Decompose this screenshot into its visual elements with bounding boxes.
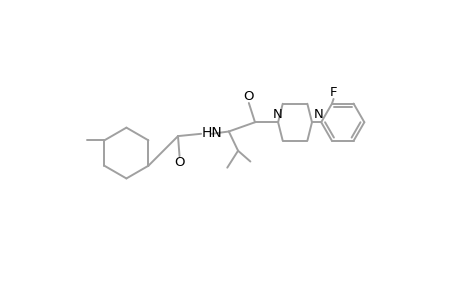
Text: N: N (313, 108, 323, 121)
Text: O: O (243, 90, 253, 103)
Text: O: O (174, 156, 185, 169)
Text: N: N (272, 108, 281, 121)
Text: F: F (329, 86, 336, 99)
Text: HN: HN (202, 126, 222, 140)
